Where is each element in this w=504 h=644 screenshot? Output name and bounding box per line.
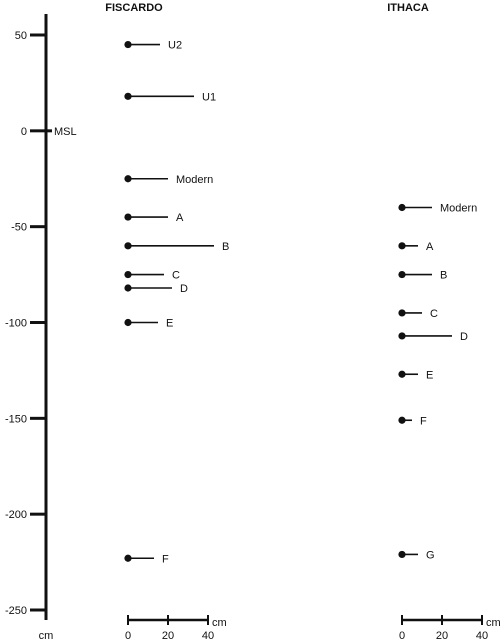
panel-title: ITHACA (387, 2, 429, 14)
data-point-u2 (124, 40, 132, 49)
y-tick-label: -50 (11, 222, 27, 234)
data-label: A (176, 212, 184, 224)
data-point-a (124, 213, 132, 221)
y-tick-label: 50 (15, 30, 27, 42)
data-label: A (426, 241, 434, 253)
data-point-modern (398, 203, 406, 212)
y-tick-label: -250 (5, 605, 27, 617)
data-point-c (124, 270, 132, 279)
data-label: E (426, 369, 433, 381)
scale-tick-label: 40 (476, 630, 488, 642)
data-point-b (398, 270, 406, 279)
data-label: D (180, 283, 188, 295)
data-point-b (124, 242, 132, 250)
data-point-modern (124, 175, 132, 183)
y-tick-label: 0 (21, 126, 27, 138)
data-point-a (398, 242, 406, 250)
data-point-d (398, 332, 406, 340)
data-point-e (124, 318, 132, 327)
scale-unit-label: cm (486, 617, 501, 629)
data-point-c (398, 309, 406, 317)
y-tick-label: -150 (5, 413, 27, 425)
data-label: Modern (440, 203, 477, 215)
data-label: F (162, 553, 169, 565)
data-label: U1 (202, 91, 216, 103)
scale-tick-label: 20 (162, 630, 174, 642)
scale-tick-label: 20 (436, 630, 448, 642)
data-label: U2 (168, 40, 182, 52)
y-tick-label: -100 (5, 318, 27, 330)
data-label: C (172, 270, 180, 282)
data-point-f (124, 554, 132, 562)
data-label: D (460, 331, 468, 343)
scale-tick-label: 40 (202, 630, 214, 642)
data-label: C (430, 308, 438, 320)
data-label: E (166, 318, 173, 330)
scale-tick-label: 0 (399, 630, 405, 642)
data-label: Modern (176, 174, 213, 186)
msl-label: MSL (54, 126, 77, 138)
data-point-g (398, 550, 406, 559)
data-label: B (222, 241, 229, 253)
scale-tick-label: 0 (125, 630, 131, 642)
panel-title: FISCARDO (105, 2, 163, 14)
data-point-f (398, 416, 406, 424)
data-label: G (426, 549, 435, 561)
data-point-e (398, 370, 406, 378)
elevation-axis: 50 0 -50 -100 -150 -200 -250 MSL cm (5, 14, 77, 642)
data-point-d (124, 284, 132, 292)
data-point-u1 (124, 92, 132, 100)
data-label: F (420, 415, 427, 427)
y-tick-label: -200 (5, 509, 27, 521)
data-label: B (440, 270, 447, 282)
y-unit-label: cm (39, 630, 54, 642)
scale-unit-label: cm (212, 617, 227, 629)
